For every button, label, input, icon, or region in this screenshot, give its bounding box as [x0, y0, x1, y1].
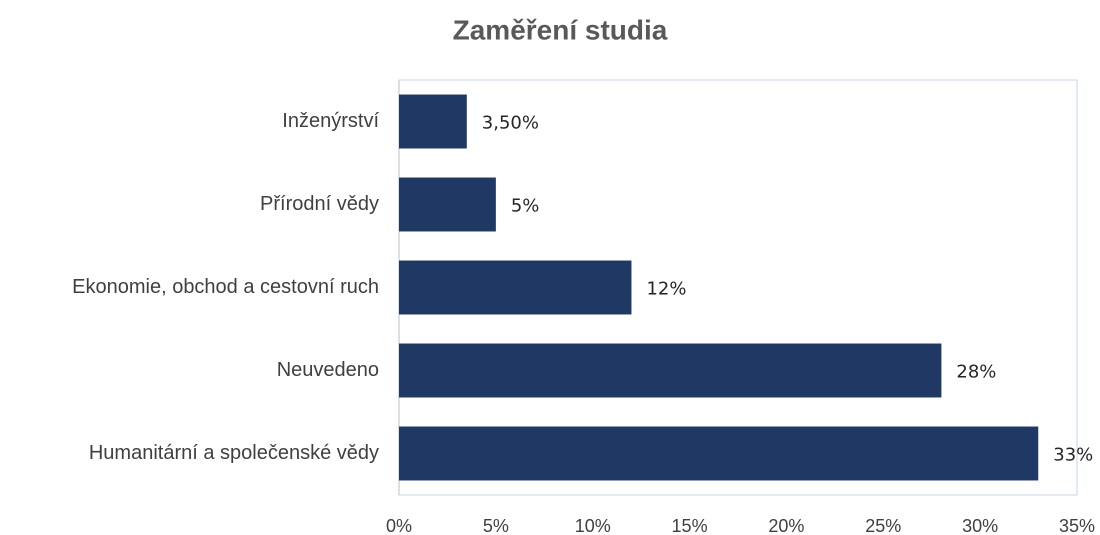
x-tick-label: 30%: [962, 516, 998, 535]
bar: [399, 426, 1039, 481]
x-tick-label: 15%: [672, 516, 708, 535]
bar: [399, 94, 467, 149]
y-tick-label: Neuvedeno: [277, 359, 379, 381]
value-label: 33%: [1053, 445, 1093, 466]
x-tick-label: 5%: [483, 516, 509, 535]
bar: [399, 177, 496, 232]
y-tick-label: Inženýrství: [282, 110, 379, 132]
x-tick-label: 25%: [865, 516, 901, 535]
x-tick-label: 10%: [575, 516, 611, 535]
value-label: 5%: [511, 196, 540, 217]
y-tick-label: Ekonomie, obchod a cestovní ruch: [72, 276, 379, 298]
y-tick-label: Přírodní vědy: [260, 193, 379, 215]
y-tick-label: Humanitární a společenské vědy: [89, 442, 379, 464]
value-label: 3,50%: [482, 113, 539, 134]
value-label: 12%: [646, 279, 686, 300]
value-label: 28%: [956, 362, 996, 383]
bar: [399, 260, 632, 315]
x-tick-label: 35%: [1059, 516, 1095, 535]
chart-title: Zaměření studia: [453, 14, 668, 45]
x-tick-label: 20%: [768, 516, 804, 535]
bar: [399, 343, 942, 398]
x-tick-label: 0%: [386, 516, 412, 535]
